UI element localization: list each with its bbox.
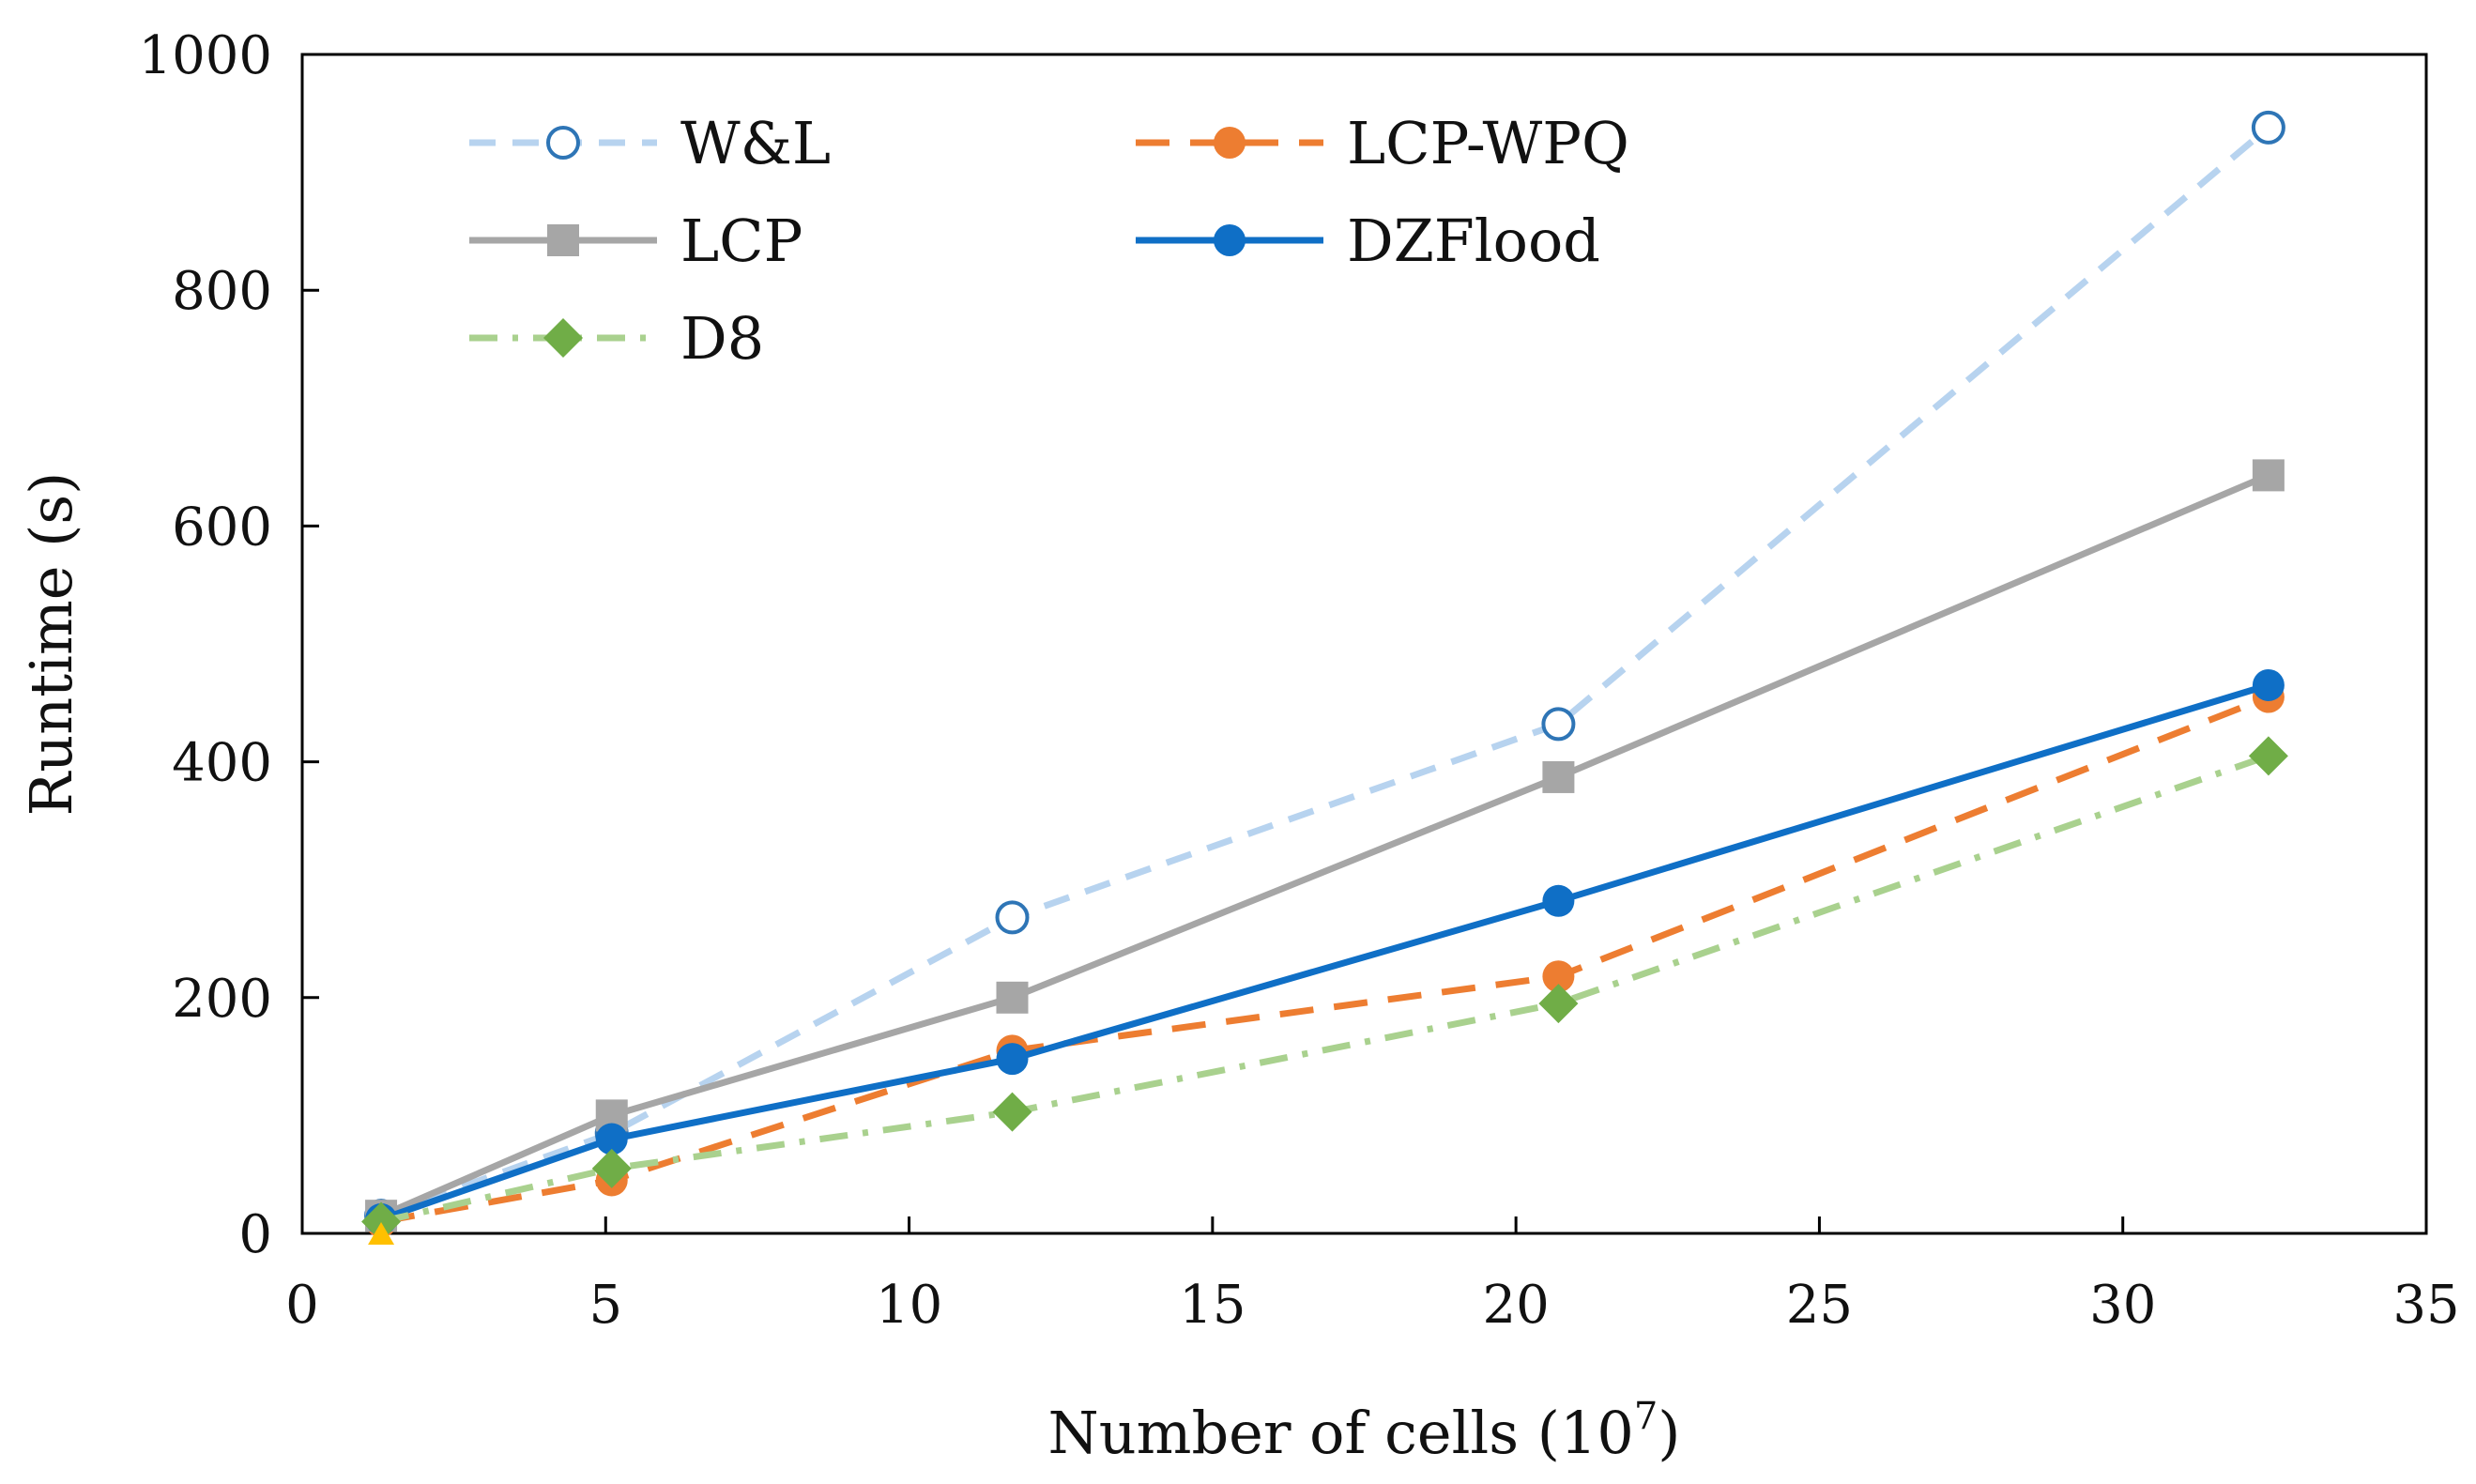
y-axis-title: Runtime (s) <box>17 472 85 817</box>
x-tick-label: 25 <box>1786 1275 1853 1336</box>
data-point <box>1542 884 1575 917</box>
series-lcp <box>365 459 2285 1232</box>
x-tick-label: 10 <box>876 1275 942 1336</box>
series-layer <box>361 110 2288 1245</box>
plot-frame <box>300 53 2428 1235</box>
series-line <box>379 681 2270 1223</box>
origin-marker <box>368 1222 395 1245</box>
legend: W&L LCP-WPQ LCP DZFlood D8 <box>469 109 1629 373</box>
data-point <box>1542 960 1575 993</box>
x-tick-label: 20 <box>1483 1275 1550 1336</box>
x-tick-label: 15 <box>1179 1275 1246 1336</box>
legend-label: LCP-WPQ <box>1347 109 1629 177</box>
data-point <box>2252 668 2285 701</box>
data-point <box>996 1043 1029 1076</box>
x-tick-label: 5 <box>588 1275 622 1336</box>
legend-label: DZFlood <box>1347 207 1600 275</box>
axes: 0 5 10 15 20 25 30 35 0 200 400 600 800 1000 Number of… <box>17 25 2460 1467</box>
legend-marker <box>543 318 583 358</box>
legend-label: W&L <box>680 109 831 177</box>
legend-entry-lcp-wpq: LCP-WPQ <box>1136 109 1629 177</box>
legend-entry-w-l: W&L <box>469 109 831 177</box>
series-line <box>380 694 2270 1225</box>
y-tick-label: 1000 <box>138 25 272 86</box>
legend-entry-lcp: LCP <box>469 207 802 275</box>
data-point <box>1541 707 1576 742</box>
y-tick-label: 400 <box>172 733 272 794</box>
data-point <box>995 900 1030 935</box>
series-dzflood <box>365 668 2285 1235</box>
data-point <box>591 1148 632 1188</box>
data-point <box>2251 110 2285 145</box>
x-tick-label: 30 <box>2089 1275 2156 1336</box>
legend-marker <box>547 224 579 256</box>
series-line <box>380 753 2270 1225</box>
legend-label: D8 <box>680 304 764 373</box>
x-tick-label: 35 <box>2392 1275 2459 1336</box>
legend-entry-d8: D8 <box>469 304 764 373</box>
data-point <box>992 1092 1032 1132</box>
x-axis-title: Number of cells (107) <box>1047 1395 1680 1467</box>
series-d8 <box>361 736 2288 1242</box>
data-point <box>1538 984 1579 1024</box>
data-point <box>996 981 1029 1014</box>
y-tick-label: 600 <box>172 497 272 558</box>
x-tick-label: 0 <box>285 1275 319 1336</box>
series-w-l <box>364 110 2285 1233</box>
data-point <box>2252 459 2285 492</box>
legend-marker <box>1214 127 1246 159</box>
data-point <box>361 1201 402 1242</box>
data-point <box>595 1123 628 1155</box>
legend-label: LCP <box>680 207 802 275</box>
legend-entry-dzflood: DZFlood <box>1136 207 1600 275</box>
data-point <box>2248 736 2288 776</box>
legend-marker <box>1214 224 1246 256</box>
y-tick-label: 200 <box>172 969 272 1030</box>
y-tick-label: 0 <box>238 1204 272 1265</box>
y-tick-label: 800 <box>172 261 272 322</box>
data-point <box>1542 760 1575 793</box>
legend-marker <box>546 126 580 160</box>
